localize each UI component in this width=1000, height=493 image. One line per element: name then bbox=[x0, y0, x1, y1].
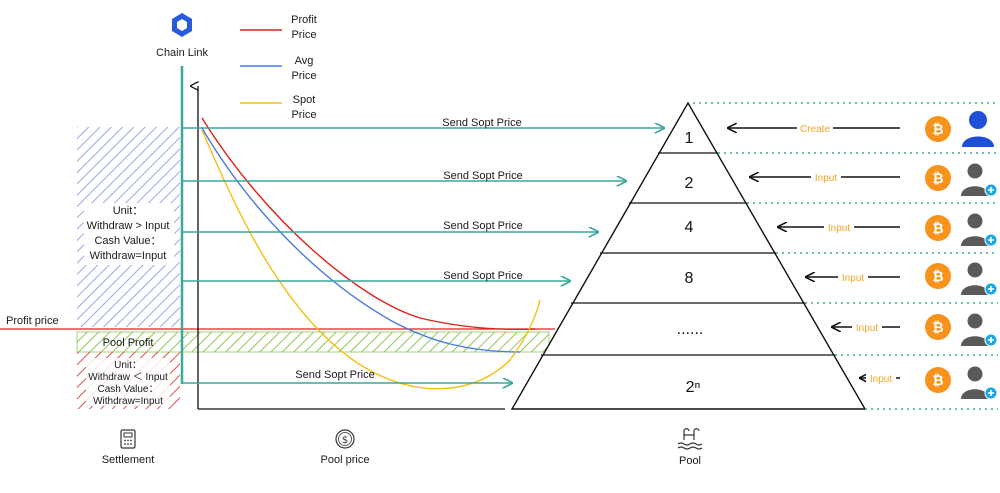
svg-text:₿: ₿ bbox=[932, 221, 943, 237]
row-separators bbox=[693, 102, 998, 410]
user-icon bbox=[962, 111, 994, 147]
pool-profit-zone bbox=[76, 331, 550, 353]
add-user-icon bbox=[961, 163, 998, 197]
pool-profit-label: Pool Profit bbox=[103, 337, 154, 349]
settlement-upper-line-1: Unit： bbox=[113, 205, 144, 217]
pyramid-tier-4: 8 bbox=[685, 270, 694, 287]
calculator-icon bbox=[120, 429, 136, 449]
bottom-settlement-label: Settlement bbox=[102, 454, 155, 466]
pyramid-tier-6: 2ⁿ bbox=[686, 379, 701, 396]
bitcoin-icon: ₿ bbox=[925, 215, 951, 241]
settlement-lower-line-2: Withdraw ＜ Input bbox=[88, 372, 168, 383]
settlement-upper-line-4: Withdraw=Input bbox=[90, 250, 167, 262]
settlement-lower-line-3: Cash Value： bbox=[98, 384, 159, 395]
svg-text:₿: ₿ bbox=[932, 320, 943, 336]
send-label-3: Send Sopt Price bbox=[443, 220, 523, 232]
legend-avg-line1: Avg bbox=[295, 55, 314, 67]
bitcoin-icon: ₿ bbox=[925, 314, 951, 340]
dollar-coin-icon: $ bbox=[335, 429, 355, 449]
legend-profit-line1: Profit bbox=[291, 14, 317, 26]
add-user-icon bbox=[961, 213, 998, 247]
legend-spot-line1: Spot bbox=[293, 94, 316, 106]
chainlink-label: Chain Link bbox=[156, 47, 208, 59]
svg-text:₿: ₿ bbox=[932, 122, 943, 138]
avg-price-curve bbox=[201, 127, 521, 353]
add-user-icon bbox=[961, 262, 998, 296]
legend-avg-line2: Price bbox=[291, 70, 316, 82]
svg-text:$: $ bbox=[342, 435, 348, 446]
pool-icon bbox=[677, 428, 703, 450]
pyramid-tier-2: 2 bbox=[685, 175, 694, 192]
settlement-upper-line-3: Cash Value： bbox=[94, 235, 161, 247]
settlement-upper-line-2: Withdraw > Input bbox=[87, 220, 170, 232]
pool-pyramid bbox=[510, 101, 867, 410]
add-user-icon bbox=[961, 313, 998, 347]
legend-profit-line2: Price bbox=[291, 29, 316, 41]
input-label-4: Input bbox=[842, 273, 864, 284]
send-label-1: Send Sopt Price bbox=[442, 117, 522, 129]
input-label-2: Input bbox=[815, 173, 837, 184]
settlement-lower-line-4: Withdraw=Input bbox=[93, 396, 163, 407]
svg-text:₿: ₿ bbox=[932, 171, 943, 187]
input-label-6: Input bbox=[870, 374, 892, 385]
bitcoin-icon: ₿ bbox=[925, 165, 951, 191]
pyramid-tier-3: 4 bbox=[685, 219, 694, 236]
bitcoin-icon: ₿ bbox=[925, 367, 951, 393]
send-label-4: Send Sopt Price bbox=[443, 270, 523, 282]
settlement-lower-line-1: Unit： bbox=[114, 360, 142, 371]
legend-spot-line2: Price bbox=[291, 109, 316, 121]
bitcoin-icon: ₿ bbox=[925, 116, 951, 142]
svg-text:₿: ₿ bbox=[932, 373, 943, 389]
pyramid-tier-5: ...... bbox=[677, 321, 704, 338]
chainlink-hexagon-icon bbox=[172, 13, 192, 37]
svg-text:₿: ₿ bbox=[932, 269, 943, 285]
profit-price-curve bbox=[201, 117, 536, 331]
send-label-5: Send Sopt Price bbox=[295, 369, 375, 381]
input-label-3: Input bbox=[828, 223, 850, 234]
bitcoin-icon: ₿ bbox=[925, 263, 951, 289]
pyramid-tier-1: 1 bbox=[685, 130, 694, 147]
send-label-2: Send Sopt Price bbox=[443, 170, 523, 182]
bottom-pool-label: Pool bbox=[679, 455, 701, 467]
input-label-5: Input bbox=[856, 323, 878, 334]
bottom-pool-price-label: Pool price bbox=[321, 454, 370, 466]
input-label-1: Create bbox=[800, 124, 830, 135]
profit-price-label: Profit price bbox=[6, 315, 59, 327]
add-user-icon bbox=[961, 366, 998, 400]
